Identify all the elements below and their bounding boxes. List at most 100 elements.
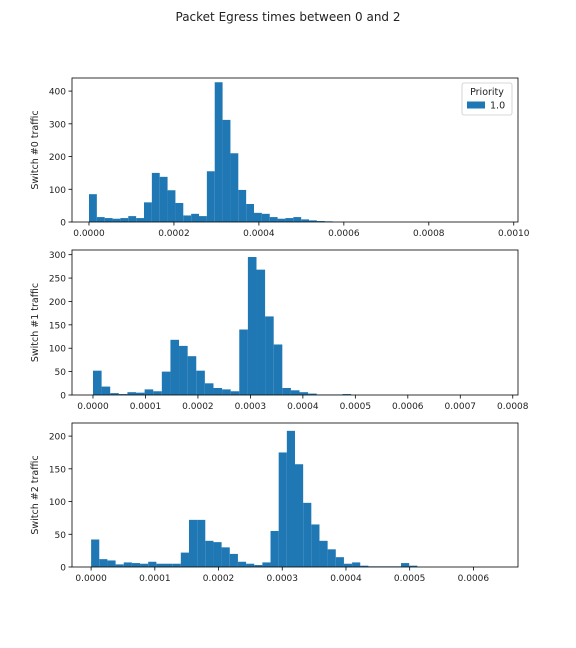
histogram-bar (278, 452, 287, 567)
histogram-bar (262, 562, 271, 567)
histogram-bar (319, 540, 328, 567)
histogram-bar (273, 344, 283, 395)
subplot-1: 0.0000 0.0001 0.0002 0.0003 0.0004 0.0005 0.00… (30, 249, 529, 412)
histogram-bar (153, 391, 162, 395)
y-tick-label: 300 (49, 251, 66, 261)
y-tick-label: 0 (60, 392, 66, 402)
histogram-bar (261, 213, 270, 222)
histogram-bar (246, 563, 255, 567)
histogram-bar (247, 257, 257, 395)
histogram-bar (299, 392, 309, 395)
histogram-bar (285, 218, 294, 222)
histogram-bar (308, 393, 317, 395)
legend-entry: 1.0 (490, 101, 505, 112)
histogram-bar (110, 393, 119, 395)
histogram-bar (180, 552, 189, 567)
histogram-bar (335, 557, 344, 567)
x-tick-label: 0.0008 (497, 402, 529, 412)
histogram-bar (221, 547, 230, 567)
histogram-bar (101, 386, 111, 395)
histogram-bar (204, 383, 214, 395)
y-axis-label: Switch #1 traffic (30, 283, 41, 362)
histogram-bar (188, 519, 198, 567)
histogram-bar (282, 387, 291, 395)
histogram-bar (88, 194, 97, 222)
histogram-bar (161, 371, 171, 395)
x-tick-label: 0.0006 (328, 229, 360, 239)
y-tick-label: 400 (49, 88, 66, 98)
histogram-bar (205, 540, 214, 567)
histogram-bar (293, 217, 302, 222)
x-tick-label: 0.0008 (413, 229, 445, 239)
x-tick-label: 0.0004 (243, 229, 275, 239)
x-tick-label: 0.0001 (139, 574, 171, 584)
histogram-bar (230, 391, 240, 395)
histogram-bar (213, 542, 222, 567)
histogram-bar (222, 119, 231, 222)
histogram-bar (197, 519, 206, 567)
y-tick-label: 150 (49, 321, 66, 331)
x-tick-label: 0.0001 (130, 402, 162, 412)
histogram-bar (199, 216, 207, 222)
x-tick-label: 0.0002 (203, 574, 235, 584)
histogram-bar (131, 563, 141, 567)
legend: Priority 1.0 (461, 82, 513, 116)
histogram-bar (127, 392, 137, 395)
histogram-bar (311, 524, 320, 567)
x-tick-label: 0.0000 (77, 402, 109, 412)
histogram-bar (128, 216, 137, 222)
histogram-bar (342, 394, 352, 395)
histogram-bar (136, 392, 145, 395)
histogram-bar (156, 563, 165, 567)
legend-title: Priority (470, 87, 504, 98)
histogram-bar (316, 221, 325, 222)
histogram-bar (196, 370, 205, 395)
histogram-bar (164, 563, 173, 567)
y-tick-label: 0 (60, 219, 66, 229)
histogram-bar (303, 502, 312, 567)
x-tick-label: 0.0005 (394, 574, 426, 584)
histogram-bar (167, 190, 176, 222)
histogram-bar (222, 389, 231, 395)
histogram-bar (214, 82, 223, 222)
histogram-bar (254, 565, 263, 567)
y-tick-label: 100 (49, 345, 66, 355)
legend-swatch (467, 101, 485, 109)
plot-frame (71, 77, 519, 223)
histogram-bar (213, 387, 223, 395)
y-tick-label: 150 (49, 465, 66, 475)
x-tick-label: 0.0010 (498, 229, 530, 239)
x-tick-label: 0.0003 (267, 574, 299, 584)
histogram-bar (286, 430, 295, 567)
histogram-bar (239, 329, 248, 395)
histogram-bar (136, 218, 144, 222)
y-tick-label: 200 (49, 298, 66, 308)
x-tick-label: 0.0000 (73, 229, 105, 239)
histogram-bar (99, 559, 108, 567)
histogram-bar (265, 316, 274, 395)
plot-frame (71, 422, 519, 568)
x-tick-label: 0.0006 (458, 574, 490, 584)
histogram-bar (159, 176, 168, 222)
y-tick-label: 300 (49, 120, 66, 130)
histogram-bar (191, 213, 200, 222)
histogram-bar (179, 345, 188, 395)
histogram-bar (187, 356, 197, 395)
histogram-bar (91, 539, 100, 567)
y-tick-label: 200 (49, 433, 66, 443)
histogram-bar (409, 565, 418, 567)
x-tick-label: 0.0006 (392, 402, 424, 412)
histogram-bar (107, 560, 116, 567)
histogram-bar (352, 562, 361, 567)
histogram-bar (144, 389, 154, 395)
histogram-bar (256, 269, 266, 395)
histogram-bar (120, 218, 129, 222)
histogram-bar (96, 217, 105, 222)
histogram-bar (343, 563, 353, 567)
plot-frame (71, 249, 519, 396)
histogram-bar (254, 212, 262, 222)
histogram-bar (277, 218, 286, 222)
subplot-0: 0.0000 0.0002 0.0004 0.0006 0.0008 0.0010 0 100… (30, 77, 530, 239)
y-tick-label: 50 (55, 531, 67, 541)
y-tick-label: 100 (49, 186, 66, 196)
